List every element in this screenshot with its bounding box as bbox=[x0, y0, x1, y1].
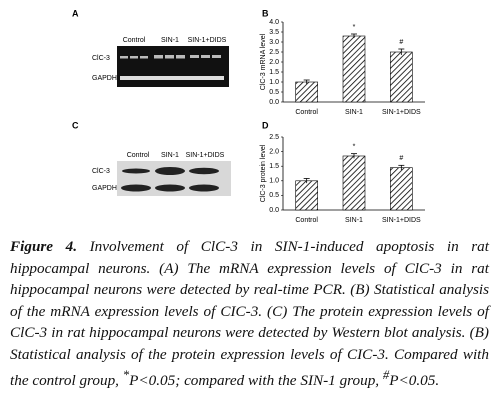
x-tick-label: SIN-1+DIDS bbox=[382, 217, 421, 224]
annotation: # bbox=[399, 39, 403, 46]
panel-label: A bbox=[72, 8, 79, 18]
x-tick-label: Control bbox=[295, 109, 318, 116]
annotation: * bbox=[353, 143, 356, 150]
lane-label: SIN-1+DIDS bbox=[186, 152, 225, 159]
panel-label: B bbox=[262, 8, 269, 18]
y-tick-label: 2.5 bbox=[269, 49, 279, 56]
y-tick-label: 3.5 bbox=[269, 29, 279, 36]
y-tick-label: 0.5 bbox=[269, 192, 279, 199]
y-tick-label: 2.0 bbox=[269, 148, 279, 155]
bar bbox=[295, 180, 318, 211]
caption-sup: * bbox=[122, 368, 130, 382]
row-label: GAPDH bbox=[92, 185, 117, 192]
lane-label: SIN-1 bbox=[161, 37, 179, 44]
panel-label: D bbox=[262, 120, 269, 130]
y-tick-label: 0.0 bbox=[269, 99, 279, 106]
row-label: ClC-3 bbox=[92, 55, 110, 62]
row-label: ClC-3 bbox=[92, 168, 110, 175]
x-tick-label: SIN-1 bbox=[345, 217, 363, 224]
caption-text: P<0.05; compared with the SIN-1 group, bbox=[129, 372, 383, 390]
y-tick-label: 3.0 bbox=[269, 39, 279, 46]
x-tick-label: Control bbox=[295, 217, 318, 224]
y-tick-label: 0.0 bbox=[269, 207, 279, 214]
caption-label: Figure 4. bbox=[10, 238, 78, 255]
blot-bands bbox=[121, 167, 219, 192]
y-tick-label: 2.5 bbox=[269, 134, 279, 141]
y-axis-label: ClC-3 mRNA level bbox=[260, 33, 267, 90]
figure: A B C D Control SIN-1 SIN-1+DIDS ClC-3 G… bbox=[72, 8, 425, 224]
caption-text: P<0.05. bbox=[389, 372, 440, 390]
annotation: * bbox=[353, 24, 356, 31]
caption-text: Involvement of ClC-3 in SIN-1-induced ap… bbox=[10, 238, 489, 390]
y-tick-label: 4.0 bbox=[269, 19, 279, 26]
bar bbox=[390, 51, 413, 103]
gel-bands bbox=[120, 55, 224, 80]
row-label: GAPDH bbox=[92, 75, 117, 82]
y-tick-label: 1.0 bbox=[269, 79, 279, 86]
lane-label: Control bbox=[123, 37, 146, 44]
bar bbox=[390, 167, 413, 211]
lane-label: SIN-1 bbox=[161, 152, 179, 159]
y-tick-label: 2.0 bbox=[269, 59, 279, 66]
y-tick-label: 1.5 bbox=[269, 69, 279, 76]
lane-label: Control bbox=[127, 152, 150, 159]
caption-sup: # bbox=[382, 368, 390, 382]
bar bbox=[295, 81, 318, 103]
gel bbox=[117, 46, 229, 87]
y-axis-label: ClC-3 protein level bbox=[260, 144, 267, 202]
y-tick-label: 1.5 bbox=[269, 163, 279, 170]
lane-label: SIN-1+DIDS bbox=[188, 37, 227, 44]
x-tick-label: SIN-1 bbox=[345, 109, 363, 116]
panel-label: C bbox=[72, 120, 79, 130]
caption: Figure 4. Involvement of ClC-3 in SIN-1-… bbox=[10, 236, 489, 392]
annotation: # bbox=[399, 155, 403, 162]
x-tick-label: SIN-1+DIDS bbox=[382, 109, 421, 116]
bar bbox=[342, 155, 366, 211]
bar bbox=[342, 35, 366, 103]
y-tick-label: 0.5 bbox=[269, 89, 279, 96]
y-tick-label: 1.0 bbox=[269, 178, 279, 185]
